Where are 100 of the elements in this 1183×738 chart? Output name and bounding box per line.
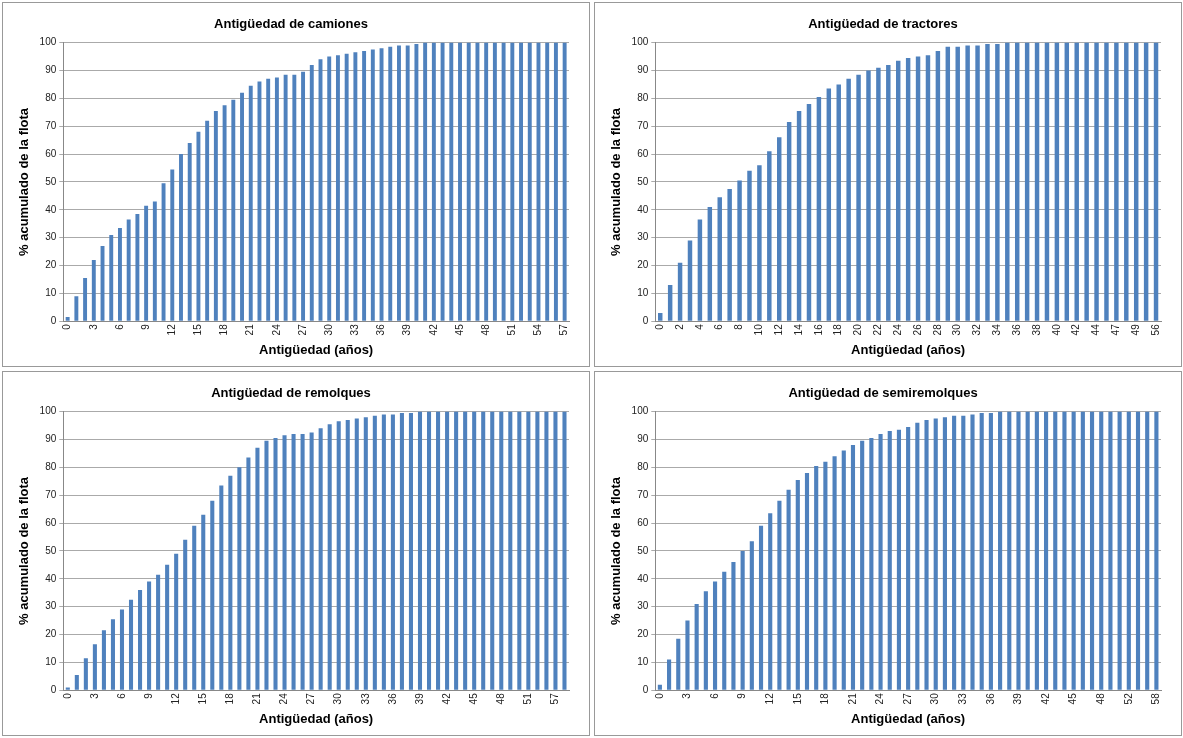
x-tick-label: 10	[753, 323, 765, 336]
y-axis-title: % acumulado de la flota	[608, 107, 624, 256]
x-tick-label: 15	[192, 323, 204, 336]
x-tick-label: 30	[951, 323, 963, 336]
x-tick-label: 15	[791, 692, 803, 705]
bar	[183, 539, 188, 690]
bar	[345, 419, 350, 690]
y-tick-label: 60	[637, 147, 649, 159]
bar	[1133, 42, 1139, 321]
bar	[1094, 42, 1099, 321]
x-tick-label: 30	[929, 692, 941, 705]
bar	[484, 42, 489, 321]
bar	[1084, 42, 1089, 321]
x-tick-label: 56	[1149, 323, 1161, 336]
bar	[274, 77, 279, 321]
bar	[758, 525, 764, 690]
bar	[354, 418, 359, 690]
y-tick-label: 20	[637, 259, 649, 271]
bar	[292, 74, 297, 321]
bar	[1108, 411, 1113, 690]
bar	[1025, 411, 1030, 690]
y-axis-title: % acumulado de la flota	[16, 107, 32, 256]
x-tick-label: 52	[1122, 692, 1134, 705]
y-tick-label: 80	[637, 92, 649, 104]
y-tick-label: 80	[45, 461, 57, 473]
x-tick-label: 3	[88, 692, 100, 699]
y-tick-label: 70	[45, 119, 57, 131]
x-tick-label: 21	[846, 692, 858, 705]
bar	[1034, 411, 1039, 690]
x-axis-title: Antigüedad (años)	[259, 710, 374, 726]
x-tick-label: 39	[413, 692, 425, 705]
bar	[414, 43, 419, 321]
bar	[896, 429, 902, 690]
bar	[390, 414, 395, 690]
x-tick-label: 6	[115, 692, 127, 699]
bar	[906, 426, 911, 690]
bar	[740, 550, 745, 690]
bar	[667, 285, 673, 321]
bar	[979, 412, 984, 690]
y-tick-label: 30	[45, 231, 57, 243]
bar	[255, 447, 260, 690]
bar	[731, 562, 736, 690]
y-tick-label: 100	[631, 36, 649, 48]
bar	[309, 432, 314, 690]
bar	[866, 70, 871, 321]
bar	[192, 525, 197, 690]
bar	[222, 105, 227, 321]
bar	[300, 433, 305, 690]
x-tick-label: 38	[1030, 323, 1042, 336]
bar	[832, 456, 837, 690]
x-tick-label: 4	[693, 323, 705, 330]
bar	[856, 74, 861, 321]
bar	[886, 64, 891, 321]
y-tick-label: 10	[637, 656, 649, 668]
x-tick-label: 34	[991, 323, 1003, 336]
y-tick-label: 90	[45, 433, 57, 445]
bar	[747, 170, 752, 321]
bar	[283, 74, 288, 321]
x-tick-label: 12	[166, 323, 178, 336]
bar	[266, 78, 271, 321]
y-tick-label: 100	[39, 36, 57, 48]
bar	[431, 42, 436, 321]
chart-title: Antigüedad de semiremolques	[788, 385, 978, 401]
x-tick-label: 9	[736, 692, 748, 699]
bar	[1071, 411, 1076, 690]
bar	[1074, 42, 1079, 321]
bar	[91, 259, 96, 321]
y-tick-label: 60	[45, 516, 57, 528]
bar	[924, 419, 929, 690]
bar	[526, 411, 531, 690]
bar	[472, 411, 477, 690]
bar	[327, 56, 332, 321]
y-tick-label: 60	[45, 147, 57, 159]
y-tick-label: 90	[45, 64, 57, 76]
bar	[119, 609, 125, 690]
bar	[878, 433, 883, 690]
x-tick-label: 51	[506, 323, 518, 336]
bar	[970, 414, 975, 690]
bar	[657, 684, 662, 690]
x-tick-label: 3	[681, 692, 693, 699]
bar	[372, 415, 377, 690]
bar	[1145, 411, 1150, 690]
bar	[327, 424, 332, 690]
bar	[703, 591, 708, 690]
bar	[92, 644, 97, 690]
x-tick-label: 0	[61, 323, 73, 330]
bar	[535, 411, 540, 690]
bar	[816, 96, 822, 321]
y-tick-label: 80	[637, 461, 649, 473]
x-tick-label: 0	[653, 323, 665, 330]
bar	[1143, 42, 1149, 321]
x-tick-label: 6	[713, 323, 725, 330]
y-tick-label: 70	[637, 119, 649, 131]
bar	[101, 630, 106, 690]
bar	[527, 42, 532, 321]
bar	[248, 85, 253, 321]
bar	[353, 52, 358, 321]
x-tick-label: 16	[812, 323, 824, 336]
bar	[985, 43, 990, 321]
x-tick-label: 39	[1012, 692, 1024, 705]
